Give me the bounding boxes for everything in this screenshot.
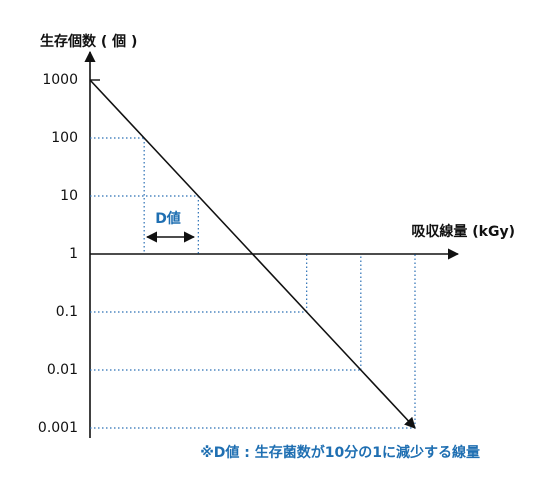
note: ※D値 : 生存菌数が10分の1に減少する線量: [200, 444, 480, 461]
annotation: D値: [155, 210, 181, 227]
data-line: [89, 79, 416, 429]
y-tick-label: 1: [69, 246, 78, 262]
y-tick-label: 0.1: [56, 304, 78, 320]
y-tick-label: 1000: [42, 72, 78, 88]
x-axis-label: 吸収線量 (kGy): [411, 223, 515, 240]
y-tick-label: 0.01: [47, 362, 78, 378]
y-axis-label: 生存個数 ( 個 ): [40, 33, 137, 50]
y-tick-label: 10: [60, 188, 78, 204]
y-tick-label: 0.001: [38, 420, 78, 436]
y-tick-label: 100: [51, 130, 78, 146]
